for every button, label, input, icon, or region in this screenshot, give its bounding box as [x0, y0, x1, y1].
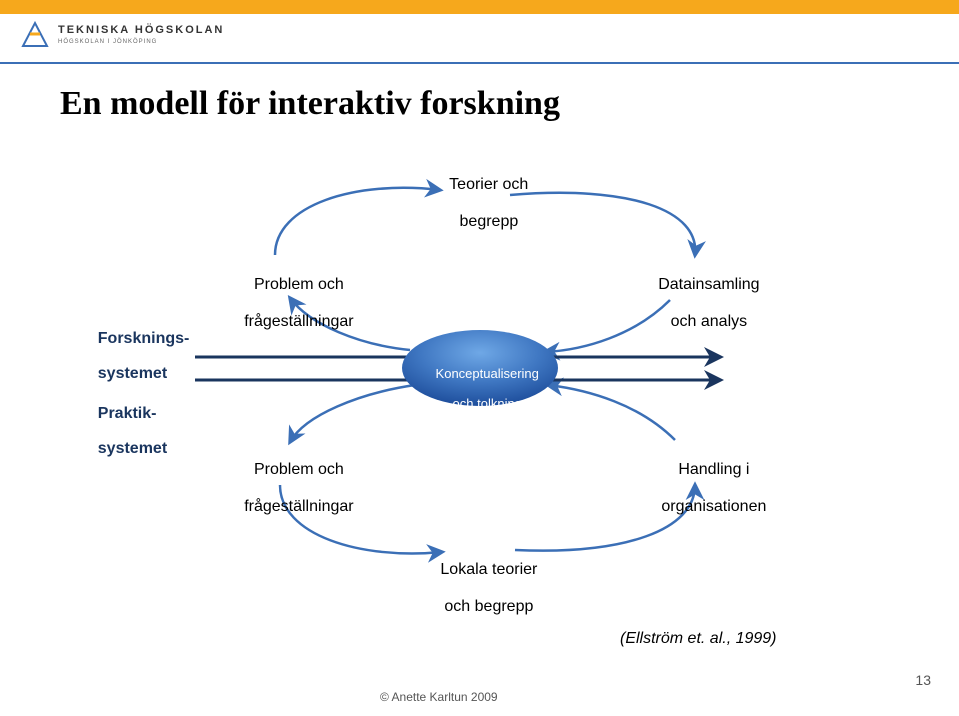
node-top: Teorier och begrepp: [420, 158, 540, 250]
footer-page-number: 13: [915, 672, 931, 688]
node-ur-l2: och analys: [671, 313, 748, 330]
node-ur-l1: Datainsamling: [658, 276, 759, 293]
footer-citation: (Ellström et. al., 1999): [620, 630, 777, 648]
node-ll-l2: frågeställningar: [244, 498, 353, 515]
logo: TEKNISKA HÖGSKOLAN HÖGSKOLAN I JÖNKÖPING: [20, 20, 224, 50]
node-c-l2: och tolkning: [453, 396, 522, 411]
node-lr-l2: organisationen: [661, 498, 766, 515]
node-c-l1: Konceptualisering: [436, 366, 539, 381]
node-ll-l1: Problem och: [254, 461, 344, 478]
top-accent-bar: [0, 0, 959, 14]
header-rule: [0, 62, 959, 64]
side-research-l1: Forsknings-: [98, 330, 190, 347]
node-lower-right: Handling i organisationen: [625, 443, 785, 535]
footer-copyright: © Anette Karltun 2009: [380, 690, 498, 704]
node-upper-right: Datainsamling och analys: [620, 258, 780, 350]
diagram-container: Teorier och begrepp Problem och frågestä…: [80, 150, 880, 590]
node-b-l1: Lokala teorier: [440, 561, 537, 578]
node-top-l1: Teorier och: [449, 176, 528, 193]
node-b-l2: och begrepp: [444, 598, 533, 615]
node-ul-l1: Problem och: [254, 276, 344, 293]
side-practice-l1: Praktik-: [98, 405, 157, 422]
node-lower-left: Problem och frågeställningar: [210, 443, 370, 535]
logo-mark-icon: [20, 20, 50, 50]
side-research-l2: systemet: [98, 365, 167, 382]
side-label-practice: Praktik- systemet: [80, 387, 167, 475]
logo-text-line1: TEKNISKA HÖGSKOLAN: [58, 25, 224, 36]
node-lr-l1: Handling i: [678, 461, 749, 478]
side-practice-l2: systemet: [98, 440, 167, 457]
node-ul-l2: frågeställningar: [244, 313, 353, 330]
slide-title: En modell för interaktiv forskning: [60, 85, 560, 123]
node-center: Konceptualisering och tolkning: [410, 352, 550, 427]
node-upper-left: Problem och frågeställningar: [210, 258, 370, 350]
node-top-l2: begrepp: [460, 213, 519, 230]
logo-text-line2: HÖGSKOLAN I JÖNKÖPING: [58, 39, 224, 45]
node-bottom: Lokala teorier och begrepp: [415, 543, 545, 635]
